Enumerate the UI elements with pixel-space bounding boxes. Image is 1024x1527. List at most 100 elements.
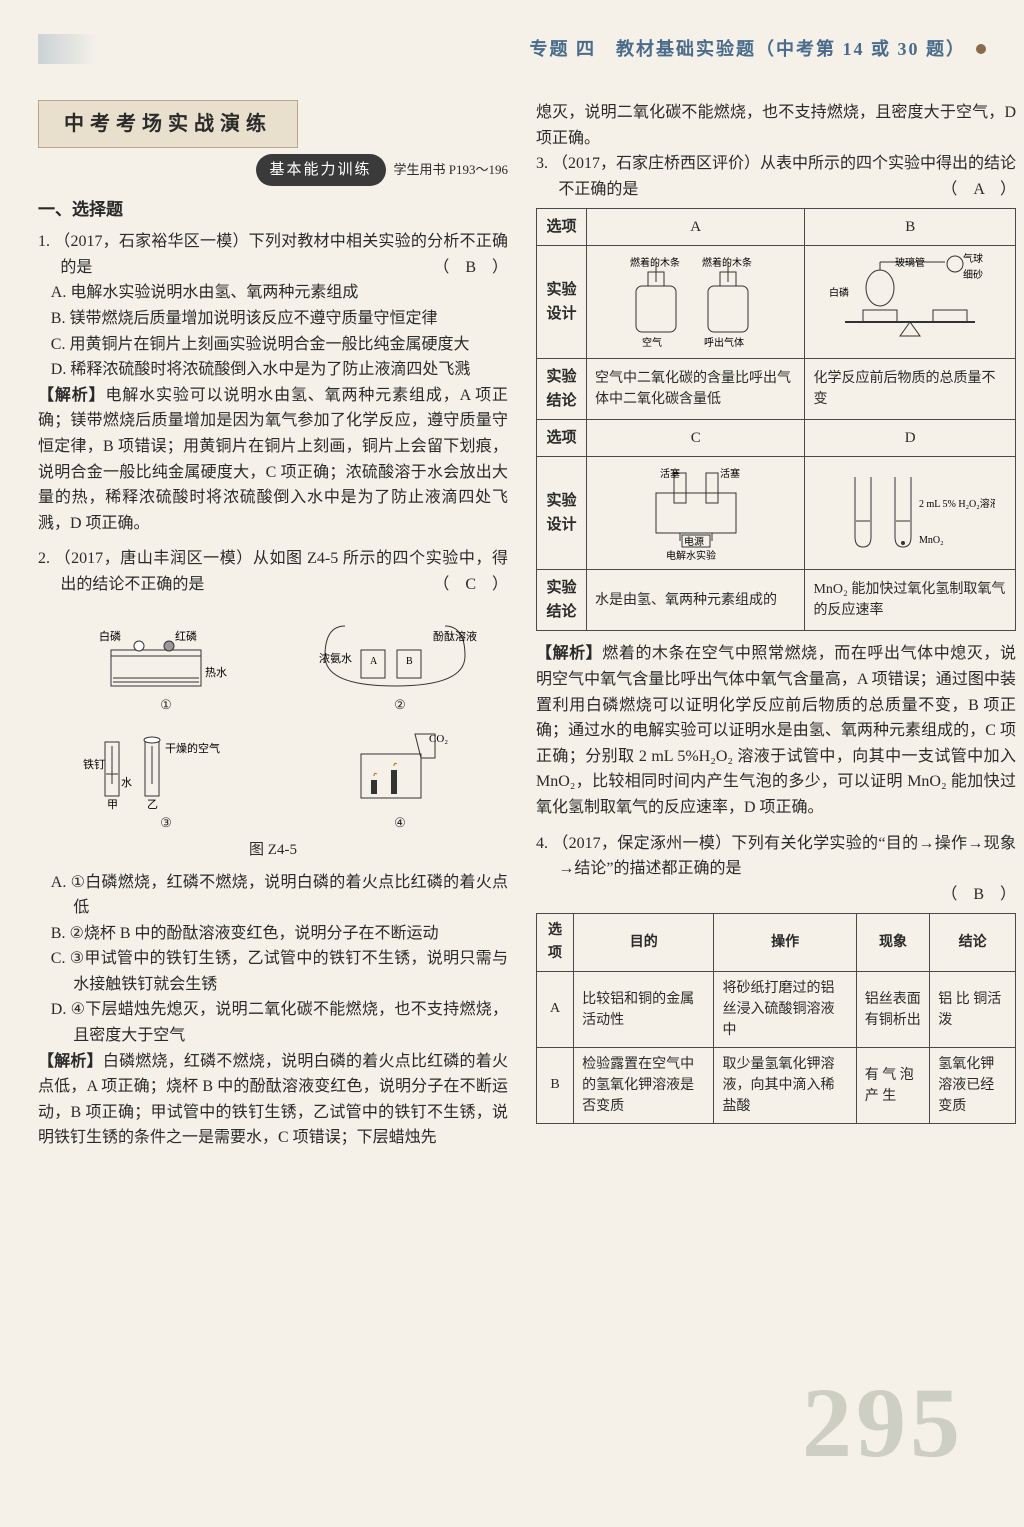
ability-badge: 基本能力训练 — [256, 154, 386, 186]
fig-caption: 图 Z4-5 — [38, 838, 508, 862]
question-1: 1. （2017，石家裕华区一模）下列对教材中相关实验的分析不正确的是 （ B … — [38, 229, 508, 536]
practice-banner: 中考考场实战演练 — [38, 100, 298, 148]
fig4-num: ④ — [394, 813, 406, 834]
fig1-label-red-p: 红磷 — [175, 630, 197, 643]
chapter-title: 专题 四 教材基础实验题（中考第 14 或 30 题） — [530, 35, 967, 64]
fig2-label-ammonia: 浓氨水 — [319, 652, 352, 665]
q1-analysis: 【解析】电解水实验可以说明水由氢、氧两种元素组成，A 项正确；镁带燃烧后质量增加… — [38, 383, 508, 537]
svg-text:燃着的木条: 燃着的木条 — [630, 256, 680, 269]
q4-b-op: 取少量氢氧化钾溶液，向其中滴入稀盐酸 — [714, 1048, 856, 1124]
q3-row-concl-ab: 实验结论 — [537, 359, 587, 420]
q3-row-design-cd: 实验设计 — [537, 457, 587, 570]
q4-stem: 4. （2017，保定涿州一模）下列有关化学实验的“目的→操作→现象→结论”的描… — [536, 831, 1016, 882]
svg-text:活塞: 活塞 — [660, 467, 680, 480]
q4-b-concl: 氢氧化钾溶液已经变质 — [930, 1048, 1016, 1124]
q1-option-b: B. 镁带燃烧后质量增加说明该反应不遵守质量守恒定律 — [38, 306, 508, 332]
q3-analysis-tag: 【解析】 — [536, 645, 602, 662]
q4-b-aim: 检验露置在空气中的氢氧化钾溶液是否变质 — [574, 1048, 714, 1124]
q2-answer: （ C ） — [456, 572, 508, 598]
fig-3-svg: 铁钉 水 干燥的空气 甲 乙 — [81, 724, 251, 813]
q1-analysis-text: 电解水实验可以说明水由氢、氧两种元素组成，A 项正确；镁带燃烧后质量增加是因为氧… — [38, 387, 508, 532]
q2-analysis: 【解析】白磷燃烧，红磷不燃烧，说明白磷的着火点比红磷的着火点低，A 项正确；烧杯… — [38, 1049, 508, 1151]
q3-col-a: A — [587, 209, 805, 246]
q3-stem: 3. （2017，石家庄桥西区评价）从表中所示的四个实验中得出的结论不正确的是 … — [536, 151, 1016, 202]
fig-4-svg: CO₂ — [325, 724, 475, 813]
fig1-num: ① — [160, 695, 172, 716]
q1-analysis-tag: 【解析】 — [38, 387, 105, 404]
fig3-label-jia: 甲 — [107, 799, 118, 811]
q3-analysis: 【解析】燃着的木条在空气中照常燃烧，而在呼出气体中熄灭，说明空气中氧气含量比呼出… — [536, 641, 1016, 820]
q1-answer: （ B ） — [456, 255, 508, 281]
svg-text:B: B — [406, 656, 413, 667]
q4-a-phen: 铝丝表面有铜析出 — [856, 972, 930, 1048]
svg-text:MnO₂: MnO₂ — [919, 535, 944, 546]
svg-text:电源: 电源 — [684, 535, 704, 548]
q2-option-a: A. ①白磷燃烧，红磷不燃烧，说明白磷的着火点比红磷的着火点低 — [38, 870, 508, 921]
q3-design-c: 活塞 活塞 电源 电解水实验 — [587, 457, 805, 570]
q1-option-a: A. 电解水实验说明水由氢、氧两种元素组成 — [38, 280, 508, 306]
svg-text:呼出气体: 呼出气体 — [704, 336, 744, 349]
q1-stem: 1. （2017，石家裕华区一模）下列对教材中相关实验的分析不正确的是 （ B … — [38, 229, 508, 280]
q2-analysis-text: 白磷燃烧，红磷不燃烧，说明白磷的着火点比红磷的着火点低，A 项正确；烧杯 B 中… — [38, 1053, 508, 1147]
figure-z4-5: 白磷 红磷 热水 ① A B 浓氨水 酚酞溶液 — [58, 606, 508, 834]
q3-answer: （ A ） — [964, 177, 1016, 203]
q2-option-d: D. ④下层蜡烛先熄灭，说明二氧化碳不能燃烧，也不支持燃烧，且密度大于空气 — [38, 997, 508, 1048]
q2-option-c: C. ③甲试管中的铁钉生锈，乙试管中的铁钉不生锈，说明只需与水接触铁钉就会生锈 — [38, 946, 508, 997]
q3-row-concl-cd: 实验结论 — [537, 570, 587, 631]
q3-concl-d: MnO₂ 能加快过氧化氢制取氧气的反应速率 — [805, 570, 1016, 631]
fig4-label-co2: CO₂ — [429, 733, 448, 745]
page-number: 295 — [802, 1343, 964, 1503]
svg-text:气球: 气球 — [963, 252, 983, 265]
page-header: 专题 四 教材基础实验题（中考第 14 或 30 题） — [38, 30, 986, 68]
q4-stem-text: 4. （2017，保定涿州一模）下列有关化学实验的“目的→操作→现象→结论”的描… — [536, 835, 1016, 878]
question-3: 3. （2017，石家庄桥西区评价）从表中所示的四个实验中得出的结论不正确的是 … — [536, 151, 1016, 820]
q4-h-phen: 现象 — [856, 914, 930, 972]
q3-design-d: 2 mL 5% H₂O₂溶液 MnO₂ — [805, 457, 1016, 570]
student-book-ref: 学生用书 P193～196 — [394, 160, 508, 181]
q3-design-a: 燃着的木条 燃着的木条 空气 呼出气体 — [587, 246, 805, 359]
q3-col-c: C — [587, 420, 805, 457]
q3-col-d: D — [805, 420, 1016, 457]
fig3-label-nail: 铁钉 — [83, 758, 105, 771]
fig3-label-yi: 乙 — [147, 798, 158, 811]
svg-text:空气: 空气 — [642, 336, 662, 349]
svg-text:白磷: 白磷 — [829, 286, 849, 299]
page-body: 中考考场实战演练 基本能力训练 学生用书 P193～196 一、选择题 1. （… — [0, 0, 1024, 1191]
fig-2-svg: A B 浓氨水 酚酞溶液 — [315, 606, 485, 695]
q3-col-b: B — [805, 209, 1016, 246]
left-column: 中考考场实战演练 基本能力训练 学生用书 P193～196 一、选择题 1. （… — [38, 40, 508, 1161]
fig3-label-dryair: 干燥的空气 — [165, 741, 220, 755]
section-heading: 一、选择题 — [38, 196, 508, 223]
q4-a-opt: A — [537, 972, 574, 1048]
q2-analysis-cont: 熄灭，说明二氧化碳不能燃烧，也不支持燃烧，且密度大于空气，D 项正确。 — [536, 100, 1016, 151]
q4-h-concl: 结论 — [930, 914, 1016, 972]
q4-answer: （ B ） — [941, 886, 1016, 903]
q4-h-op: 操作 — [714, 914, 856, 972]
fig1-label-white-p: 白磷 — [99, 629, 121, 643]
fig2-label-phenol: 酚酞溶液 — [433, 629, 477, 643]
fig-3: 铁钉 水 干燥的空气 甲 乙 ③ — [58, 724, 274, 834]
question-2: 2. （2017，唐山丰润区一模）从如图 Z4-5 所示的四个实验中，得出的结论… — [38, 546, 508, 1151]
fig-2: A B 浓氨水 酚酞溶液 ② — [292, 606, 508, 716]
badge-row: 基本能力训练 学生用书 P193～196 — [38, 154, 508, 186]
fig3-num: ③ — [160, 813, 172, 834]
q3-concl-c: 水是由氢、氧两种元素组成的 — [587, 570, 805, 631]
svg-text:2 mL 5% H₂O₂溶液: 2 mL 5% H₂O₂溶液 — [919, 497, 995, 510]
fig3-label-water: 水 — [121, 776, 132, 789]
header-dot-icon — [976, 44, 986, 54]
q4-a-op: 将砂纸打磨过的铝丝浸入硫酸铜溶液中 — [714, 972, 856, 1048]
svg-text:燃着的木条: 燃着的木条 — [702, 256, 752, 269]
q3-analysis-text: 燃着的木条在空气中照常燃烧，而在呼出气体中熄灭，说明空气中氧气含量比呼出气体中氧… — [536, 645, 1016, 816]
fig-1-svg: 白磷 红磷 热水 — [91, 606, 241, 695]
q3-table: 选项 A B 实验设计 燃着的木条 — [536, 208, 1016, 631]
right-column: 熄灭，说明二氧化碳不能燃烧，也不支持燃烧，且密度大于空气，D 项正确。 3. （… — [536, 40, 1016, 1161]
fig1-label-water: 热水 — [205, 666, 227, 679]
q3-row-design-ab: 实验设计 — [537, 246, 587, 359]
fig-4: CO₂ ④ — [292, 724, 508, 834]
q3-concl-b: 化学反应前后物质的总质量不变 — [805, 359, 1016, 420]
svg-text:玻璃管: 玻璃管 — [895, 256, 925, 269]
q3-row-option: 选项 — [537, 209, 587, 246]
q4-b-opt: B — [537, 1048, 574, 1124]
q1-option-c: C. 用黄铜片在铜片上刻画实验说明合金一般比纯金属硬度大 — [38, 332, 508, 358]
q3-design-b: 白磷 玻璃管 气球 细砂 — [805, 246, 1016, 359]
